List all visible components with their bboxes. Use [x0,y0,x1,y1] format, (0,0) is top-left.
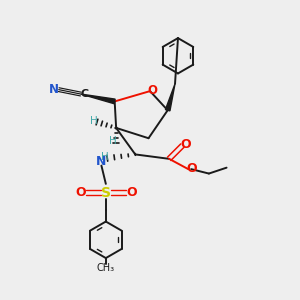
Text: O: O [126,186,137,199]
Text: H: H [109,136,116,146]
Text: O: O [147,84,158,97]
Polygon shape [165,84,175,111]
Text: S: S [101,186,111,200]
Text: H: H [101,152,109,162]
Text: N: N [96,155,106,168]
Text: O: O [187,162,197,175]
Text: O: O [181,138,191,151]
Text: CH₃: CH₃ [97,263,115,273]
Text: C: C [80,89,88,99]
Polygon shape [81,94,115,104]
Text: H: H [90,116,97,126]
Text: O: O [75,186,86,199]
Text: N: N [49,83,59,96]
